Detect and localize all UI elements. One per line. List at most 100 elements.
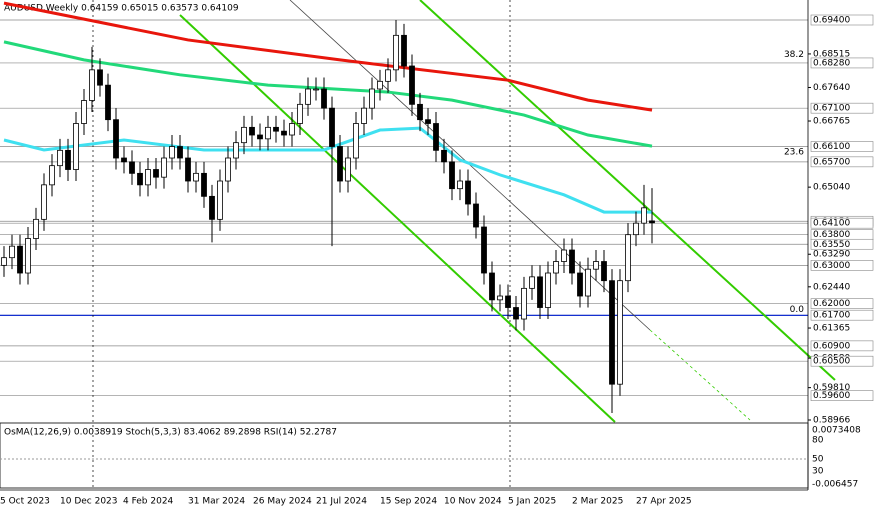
level-label-box: [810, 340, 874, 352]
candle-body: [521, 287, 527, 320]
candle-body: [457, 180, 463, 190]
candle-body: [649, 220, 655, 224]
candle-body: [129, 161, 135, 174]
candle-body: [25, 238, 31, 274]
candle-body: [401, 34, 407, 67]
level-label: 0.59600: [813, 391, 850, 401]
candle-body: [105, 84, 111, 121]
date-label: 15 Sep 2024: [380, 497, 437, 507]
level-label: 0.61700: [813, 311, 850, 321]
candle-body: [545, 272, 551, 308]
candle-body: [537, 276, 543, 308]
level-label-box: [810, 14, 874, 26]
candle-body: [625, 234, 631, 282]
level-label-box: [810, 217, 874, 229]
candle-body: [9, 245, 15, 259]
candle-body: [513, 307, 519, 320]
price-label: 0.62440: [813, 282, 850, 292]
moving-average: [3, 1, 653, 112]
price-label: 0.67640: [813, 83, 850, 93]
level-label-box: [810, 102, 874, 114]
date-label: 4 Feb 2024: [123, 497, 174, 507]
candle-body: [257, 134, 263, 140]
date-label: 21 Jul 2024: [316, 497, 367, 507]
candle-body: [481, 226, 487, 274]
level-label: 0.60900: [813, 341, 850, 351]
candle-body: [57, 149, 63, 167]
channel-line: [419, 0, 836, 381]
candle-body: [193, 172, 199, 182]
fibo-label: 23.6: [784, 148, 804, 158]
candle-body: [225, 157, 231, 182]
candle-body: [145, 169, 151, 186]
date-label: 31 Mar 2024: [188, 497, 245, 507]
candle-body: [441, 149, 447, 163]
trend-line-extension: [649, 329, 751, 421]
candle-body: [153, 169, 159, 178]
candle-body: [289, 123, 295, 136]
candle-body: [505, 295, 511, 308]
candle-body: [449, 161, 455, 190]
level-label-box: [810, 238, 874, 250]
candle-body: [81, 100, 87, 124]
candle-body: [369, 88, 375, 109]
price-label: 0.68515: [813, 49, 850, 59]
candle-body: [241, 126, 247, 144]
candle-body: [313, 88, 319, 91]
candle-body: [217, 180, 223, 220]
price-label: 0.66765: [813, 117, 850, 127]
price-label: 0.65040: [813, 183, 850, 193]
candle-body: [1, 257, 7, 266]
candle-body: [641, 207, 647, 224]
level-label-box: [810, 390, 874, 401]
candle-body: [49, 165, 55, 186]
moving-average: [3, 126, 652, 214]
fibo-label: 0.0: [790, 305, 805, 315]
level-label: 0.63800: [813, 230, 850, 240]
level-label: 0.63550: [813, 240, 850, 250]
level-label-box: [810, 309, 874, 321]
indicator-axis-label: 30: [812, 467, 824, 477]
indicator-axis-label: -0.006457: [812, 480, 858, 490]
level-label: 0.63000: [813, 261, 850, 271]
candle-body: [609, 280, 615, 385]
level-label-box: [810, 156, 874, 168]
level-label: 0.66100: [813, 142, 850, 152]
fibo-label: 38.2: [784, 50, 804, 60]
candle-body: [473, 203, 479, 228]
price-plot: [0, 19, 808, 397]
date-label: 27 Apr 2025: [636, 497, 692, 507]
price-label: 0.58966: [813, 416, 850, 426]
level-label: 0.60500: [813, 357, 850, 367]
date-label: 5 Oct 2023: [0, 497, 50, 507]
level-label: 0.68280: [813, 58, 850, 68]
candle-body: [465, 180, 471, 205]
price-label: 0.61365: [813, 324, 850, 334]
candle-body: [529, 276, 535, 289]
candle-body: [65, 149, 71, 170]
candle-body: [185, 157, 191, 182]
candle-body: [353, 123, 359, 159]
candle-body: [17, 245, 23, 274]
candle-body: [137, 172, 143, 186]
level-label: 0.69400: [813, 16, 850, 26]
candle-body: [433, 123, 439, 151]
indicator-header: OsMA(12,26,9) 0.0038919 Stoch(5,3,3) 83.…: [4, 428, 337, 438]
candle-body: [161, 157, 167, 178]
date-label: 10 Dec 2023: [60, 497, 118, 507]
candle-body: [41, 184, 47, 220]
candle-body: [393, 34, 399, 71]
candle-body: [177, 146, 183, 159]
level-label-box: [810, 57, 874, 69]
date-label: 10 Nov 2024: [444, 497, 502, 507]
candle-body: [577, 272, 583, 297]
candle-body: [321, 88, 327, 109]
level-label-box: [810, 298, 874, 309]
candle-body: [169, 146, 175, 159]
candle-body: [377, 80, 383, 90]
candle-body: [601, 261, 607, 282]
candle-body: [97, 69, 103, 86]
date-label: 5 Jan 2025: [508, 497, 556, 507]
candle-body: [249, 126, 255, 136]
